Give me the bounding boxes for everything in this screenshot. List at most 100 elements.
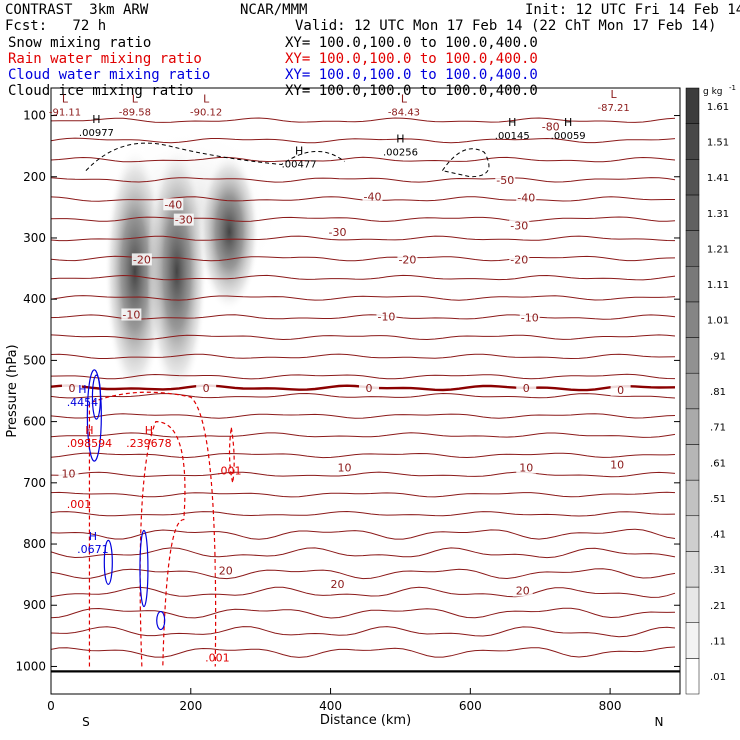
colorbar-swatch [685, 444, 700, 481]
temperature-contour [51, 216, 676, 222]
extremum-marker: L [132, 93, 139, 106]
temperature-contour [51, 510, 676, 517]
extremum-marker: L [62, 93, 69, 106]
model-title: CONTRAST 3km ARW [5, 2, 149, 18]
rain-value-label: .001 [217, 465, 242, 478]
temp-label-bg [519, 311, 540, 324]
temperature-contour [51, 432, 676, 438]
temperature-contour [51, 491, 676, 498]
temperature-label: 0 [365, 382, 372, 395]
temperature-label: 10 [61, 468, 75, 481]
colorbar-level-label: 1.21 [707, 244, 729, 255]
temperature-label: -30 [175, 214, 193, 227]
extremum-value: .00977 [79, 128, 114, 139]
extremum-value: .00477 [282, 160, 317, 171]
rain-value-label: .001 [205, 651, 230, 664]
temperature-contour [51, 528, 676, 540]
rain-contour [139, 421, 186, 667]
colorbar-level-label: .11 [710, 637, 726, 648]
valid-time: Valid: 12 UTC Mon 17 Feb 14 (22 ChT Mon … [295, 18, 717, 34]
temperature-contour [51, 413, 676, 419]
temperature-label: 10 [610, 458, 624, 471]
temperature-contour [51, 568, 676, 580]
temperature-contour [51, 235, 676, 242]
colorbar-swatch [685, 159, 700, 196]
temperature-contour [51, 274, 676, 281]
temp-label-bg [509, 219, 530, 232]
cloud-water-contour [91, 374, 102, 420]
temperature-label: -20 [133, 253, 151, 266]
colorbar-swatch [685, 408, 700, 445]
extremum-value: .00256 [383, 147, 418, 158]
colorbar-level-label: .51 [710, 494, 726, 505]
rain-contour [88, 391, 217, 667]
temperature-contour [51, 334, 676, 341]
rain-value-label: .239678 [126, 437, 172, 450]
colorbar-level-label: .71 [710, 423, 726, 434]
x-tick-label: 800 [599, 699, 622, 713]
colorbar-swatch [685, 230, 700, 267]
colorbar-swatch [685, 479, 700, 517]
rain-max-marker: H [145, 424, 153, 437]
y-tick-label: 300 [23, 231, 46, 245]
colorbar-level-label: 1.41 [707, 173, 729, 184]
field-rain-xy: XY= 100.0,100.0 to 100.0,400.0 [285, 51, 538, 67]
colorbar-unit-exponent: -1 [729, 84, 736, 92]
colorbar-level-label: 1.11 [707, 280, 729, 291]
colorbar-level-label: .81 [710, 387, 726, 398]
temperature-label: 0 [68, 382, 75, 395]
temp-label-bg [610, 383, 631, 396]
temp-label-bg [495, 173, 516, 186]
cloud-water-contour [86, 369, 102, 462]
colorbar-level-label: .21 [710, 601, 726, 612]
extremum-marker: H [396, 132, 404, 145]
x-end-label: S [82, 715, 90, 729]
y-tick-label: 900 [23, 598, 46, 612]
temperature-contour [51, 156, 676, 163]
y-axis-label: Pressure (hPa) [5, 344, 20, 437]
temp-label-bg [516, 191, 537, 204]
colorbar-swatch [685, 87, 700, 124]
temperature-contour [51, 353, 676, 360]
x-tick-label: 0 [47, 699, 55, 713]
colorbar-swatch [685, 622, 700, 659]
temperature-contour [51, 373, 676, 380]
temperature-contour [51, 255, 676, 262]
temperature-label: 10 [338, 462, 352, 475]
field-cloud-water-label: Cloud water mixing ratio [8, 67, 211, 83]
temperature-contour [51, 137, 676, 144]
extremum-marker: H [564, 116, 572, 129]
cloud-ice-contour [85, 142, 345, 171]
rain-value-label: .098594 [67, 437, 113, 450]
temperature-contour [51, 646, 676, 658]
colorbar-level-label: .31 [710, 565, 726, 576]
colorbar-level-label: 1.51 [707, 137, 729, 148]
colorbar-level-label: 1.31 [707, 209, 729, 220]
colorbar-level-label: .61 [710, 458, 726, 469]
temperature-label: 10 [519, 462, 533, 475]
temperature-label: -10 [521, 312, 539, 325]
temp-label-bg [509, 253, 530, 266]
temp-label-bg [121, 308, 142, 321]
temp-label-bg [173, 213, 194, 226]
temperature-label: -40 [164, 198, 182, 211]
cloud-ice-contour [441, 148, 490, 178]
temp-label-bg [327, 225, 348, 238]
temp-label-bg [58, 467, 79, 480]
extremum-value: .00145 [495, 131, 530, 142]
rain-contour [228, 427, 235, 483]
temp-label-bg [516, 381, 537, 394]
org-label: NCAR/MMM [240, 2, 308, 18]
colorbar-swatch [685, 337, 700, 374]
extremum-value: -91.11 [49, 108, 81, 119]
temperature-label: -10 [122, 308, 140, 321]
temperature-label: -20 [510, 253, 528, 266]
snow-core [146, 146, 207, 398]
extremum-value: .00059 [551, 131, 586, 142]
temperature-label: -20 [398, 253, 416, 266]
temperature-contour [51, 392, 676, 399]
colorbar-level-label: .41 [710, 530, 726, 541]
snow-core [199, 152, 260, 312]
temperature-label: -40 [517, 192, 535, 205]
